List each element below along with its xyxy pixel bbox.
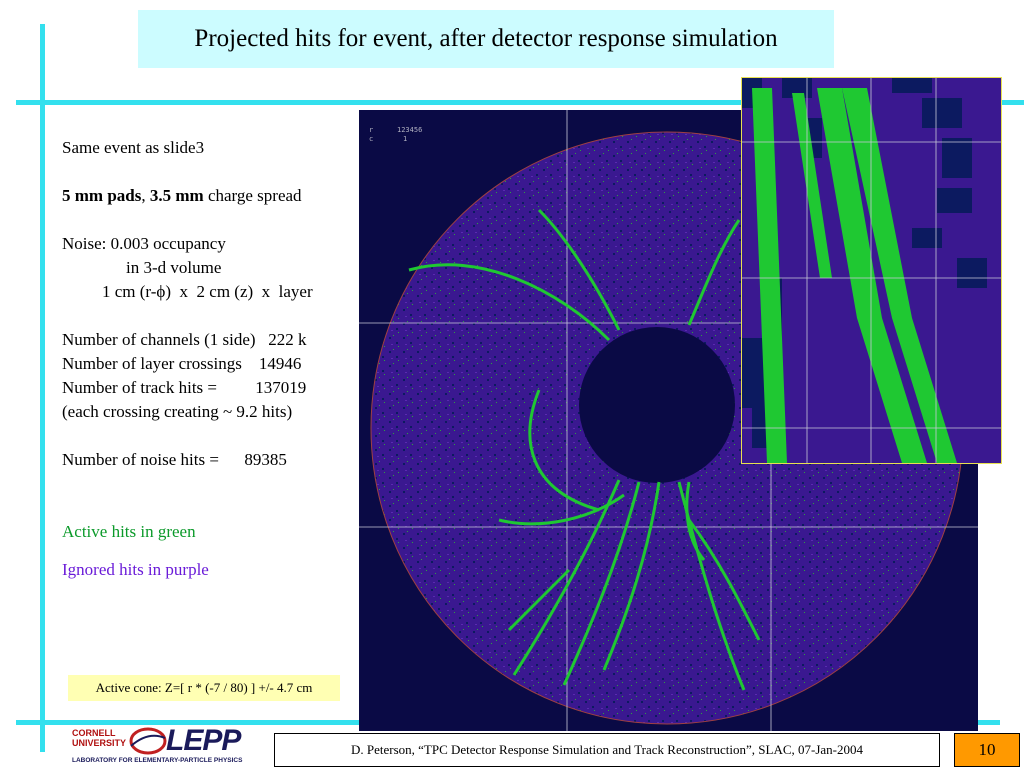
top-accent-rule — [16, 100, 1024, 105]
same-event-line: Same event as slide3 — [62, 138, 205, 157]
pads-size: 5 mm pads — [62, 186, 142, 205]
track-curve-2 — [687, 219, 741, 326]
lepp-swoosh-icon — [129, 727, 167, 755]
active-cone-text: Active cone: Z=[ r * (-7 / 80) ] +/- 4.7… — [95, 680, 313, 695]
layer-crossings-line: Number of layer crossings 14946 — [62, 354, 302, 373]
footer-citation-text: D. Peterson, “TPC Detector Response Simu… — [351, 742, 863, 757]
charge-spread-text: charge spread — [203, 186, 302, 205]
pads-line: 5 mm pads, 3.5 mm charge spread — [62, 184, 362, 208]
track-curve-3 — [537, 208, 621, 331]
page-number-badge: 10 — [954, 733, 1020, 767]
track-curve-4 — [528, 389, 600, 512]
slide-title-text: Projected hits for event, after detector… — [194, 25, 778, 52]
display-value-c: 1 — [403, 135, 407, 143]
pads-separator: , — [141, 186, 150, 205]
charge-spread-size: 3.5 mm — [149, 186, 204, 205]
zoomed-inset-image — [741, 77, 1002, 464]
noise-volume-line: in 3-d volume — [126, 258, 222, 277]
slide-title: Projected hits for event, after detector… — [138, 10, 834, 68]
track-curve-5 — [498, 493, 625, 526]
display-value-r: 123456 — [397, 126, 422, 134]
footer-citation: D. Peterson, “TPC Detector Response Simu… — [274, 733, 940, 767]
track-curve-10 — [687, 519, 761, 641]
ignored-hits-legend: Ignored hits in purple — [62, 560, 209, 579]
noise-cell-line: 1 cm (r-ϕ) x 2 cm (z) x layer — [102, 282, 313, 301]
logo-university-text: UNIVERSITY — [72, 738, 127, 748]
noise-occupancy-line: Noise: 0.003 occupancy — [62, 234, 226, 253]
track-curve-11 — [685, 481, 706, 561]
lepp-wordmark: LEPP — [166, 724, 241, 757]
track-curve-7 — [562, 481, 641, 686]
track-curve-12 — [507, 568, 571, 632]
track-curve-6 — [512, 479, 621, 676]
track-curves — [408, 208, 761, 691]
channels-line: Number of channels (1 side) 222 k — [62, 330, 307, 349]
display-label-c: c — [369, 135, 373, 143]
noise-hits-line: Number of noise hits = 89385 — [62, 450, 287, 469]
hits-per-crossing-line: (each crossing creating ~ 9.2 hits) — [62, 402, 293, 421]
track-curve-8 — [602, 481, 661, 671]
track-curve-1 — [408, 263, 611, 342]
cornell-lepp-logo: CORNELL UNIVERSITY LEPP LABORATORY FOR E… — [68, 724, 258, 766]
display-label-r: r — [369, 126, 373, 134]
page-number-text: 10 — [978, 740, 996, 759]
track-hits-line: Number of track hits = 137019 — [62, 378, 307, 397]
active-cone-note: Active cone: Z=[ r * (-7 / 80) ] +/- 4.7… — [68, 675, 340, 701]
logo-cornell-text: CORNELL — [72, 728, 116, 738]
vertical-accent-rule — [40, 24, 45, 752]
active-hits-legend: Active hits in green — [62, 522, 196, 541]
bullet-text-block: Same event as slide3 5 mm pads, 3.5 mm c… — [62, 136, 362, 582]
inner-bore — [579, 327, 735, 483]
cornell-wordmark: CORNELL UNIVERSITY — [72, 728, 126, 748]
lab-name-text: LABORATORY FOR ELEMENTARY-PARTICLE PHYSI… — [72, 757, 243, 764]
